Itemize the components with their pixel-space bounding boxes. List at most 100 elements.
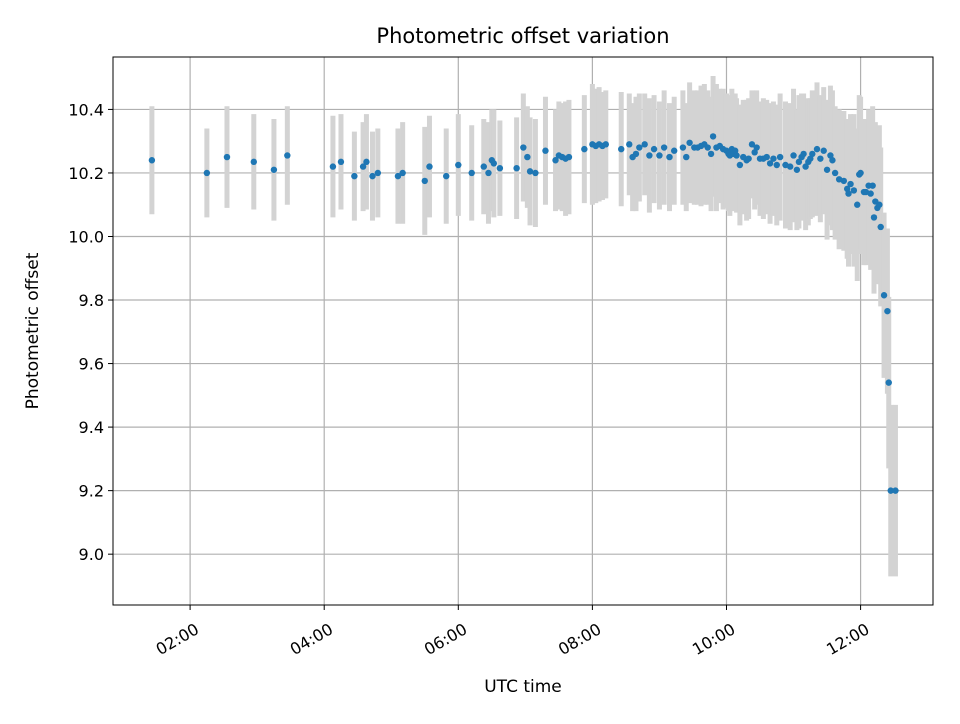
x-axis-label: UTC time (484, 677, 562, 697)
plot-frame (112, 56, 934, 606)
data-point (351, 172, 358, 180)
data-point (880, 292, 888, 299)
data-point (421, 177, 428, 185)
data-point (626, 141, 633, 148)
data-point (847, 180, 854, 188)
data-point (426, 163, 433, 170)
data-point (854, 201, 861, 208)
data-point (840, 177, 848, 185)
data-point (790, 152, 797, 159)
data-point (394, 172, 402, 180)
data-point (870, 214, 878, 221)
data-point (542, 147, 549, 154)
data-point (892, 487, 899, 494)
y-tick-label: 10.2 (68, 164, 104, 183)
data-point (666, 153, 673, 161)
data-point (869, 182, 876, 189)
data-point (802, 163, 809, 170)
data-point (704, 144, 711, 151)
data-point (490, 160, 498, 167)
data-point (526, 168, 534, 175)
data-point (650, 145, 658, 153)
data-point (656, 152, 663, 159)
data-point (670, 147, 678, 154)
data-point (876, 201, 883, 208)
data-point (823, 166, 831, 173)
data-point (329, 163, 337, 170)
data-point (733, 152, 740, 159)
data-point (753, 144, 760, 151)
y-tick-label: 9.8 (79, 291, 104, 310)
data-point (532, 169, 539, 177)
data-point (793, 166, 801, 173)
data-point (480, 163, 487, 170)
data-point (455, 161, 462, 169)
data-point (887, 487, 894, 494)
data-point (877, 223, 884, 231)
data-point (632, 150, 640, 158)
data-point (884, 307, 891, 315)
data-point (795, 158, 803, 166)
y-tick-label: 10.4 (68, 100, 104, 119)
data-point (565, 153, 573, 161)
data-point (646, 152, 653, 159)
data-point (748, 141, 756, 148)
data-point (468, 169, 475, 177)
y-tick-label: 9.4 (79, 418, 104, 437)
data-point (817, 155, 824, 162)
data-point (831, 169, 839, 177)
data-point (686, 139, 693, 146)
data-point (885, 379, 892, 386)
data-point (776, 153, 784, 161)
data-point (773, 161, 780, 169)
data-point (809, 150, 816, 158)
data-point (284, 152, 291, 159)
chart-title: Photometric offset variation (376, 24, 669, 48)
data-point (770, 155, 777, 162)
data-point (250, 158, 258, 166)
data-point (374, 169, 382, 177)
data-point (857, 169, 864, 177)
data-point (850, 187, 858, 194)
data-point (524, 153, 531, 161)
data-points (148, 133, 899, 494)
data-point (745, 155, 752, 162)
data-point (520, 144, 527, 151)
data-point (581, 145, 588, 153)
y-tick-label: 9.0 (79, 545, 104, 564)
data-point (203, 169, 211, 177)
data-point (359, 163, 367, 170)
y-axis-ticks: 9.0 9.2 9.4 9.6 9.8 10.0 10.2 10.4 (68, 100, 113, 564)
data-point (845, 190, 852, 197)
data-point (485, 169, 492, 177)
data-point (602, 141, 610, 148)
data-point (641, 141, 648, 148)
data-point (399, 169, 406, 177)
data-point (820, 147, 827, 154)
y-tick-label: 9.2 (79, 482, 104, 501)
y-tick-label: 10.0 (68, 227, 104, 246)
data-point (618, 145, 625, 153)
data-point (766, 160, 774, 167)
data-point (800, 150, 807, 158)
data-point (660, 144, 668, 151)
data-point (513, 164, 520, 172)
data-point (763, 153, 770, 161)
data-point (707, 150, 715, 158)
data-point (552, 157, 559, 164)
data-point (223, 153, 231, 161)
data-point (813, 145, 821, 153)
data-point (270, 166, 278, 173)
data-point (148, 157, 156, 164)
data-point (683, 153, 690, 161)
data-point (363, 158, 370, 166)
data-point (636, 144, 643, 151)
data-point (709, 133, 717, 140)
data-point (443, 172, 450, 180)
y-tick-label: 9.6 (79, 355, 104, 374)
y-axis-label: Photometric offset (23, 252, 43, 409)
data-point (496, 164, 504, 172)
data-point (829, 157, 836, 164)
data-point (679, 144, 687, 151)
